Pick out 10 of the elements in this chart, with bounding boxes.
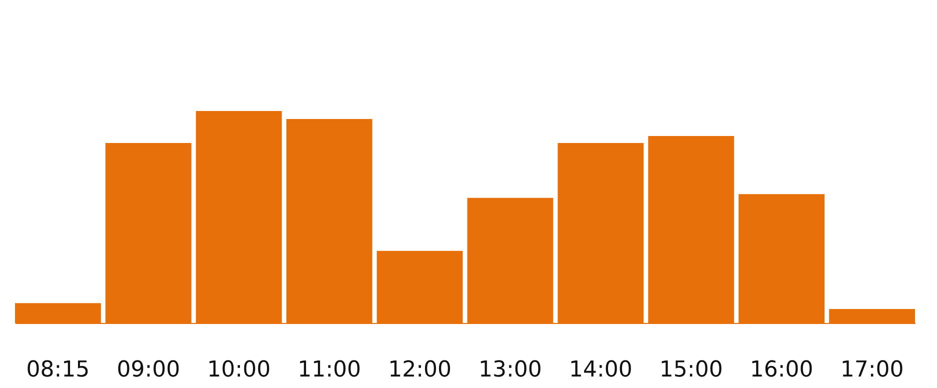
x-tick-label: 17:00	[840, 358, 904, 382]
x-tick-label: 13:00	[478, 358, 542, 382]
x-tick-label: 16:00	[750, 358, 814, 382]
x-tick-label: 15:00	[659, 358, 723, 382]
x-tick-label: 09:00	[116, 358, 180, 382]
x-tick-label: 14:00	[568, 358, 632, 382]
x-tick-label: 12:00	[388, 358, 452, 382]
x-tick-label: 10:00	[207, 358, 271, 382]
x-tick-label: 11:00	[298, 358, 362, 382]
x-tick-label: 08:15	[26, 358, 90, 382]
